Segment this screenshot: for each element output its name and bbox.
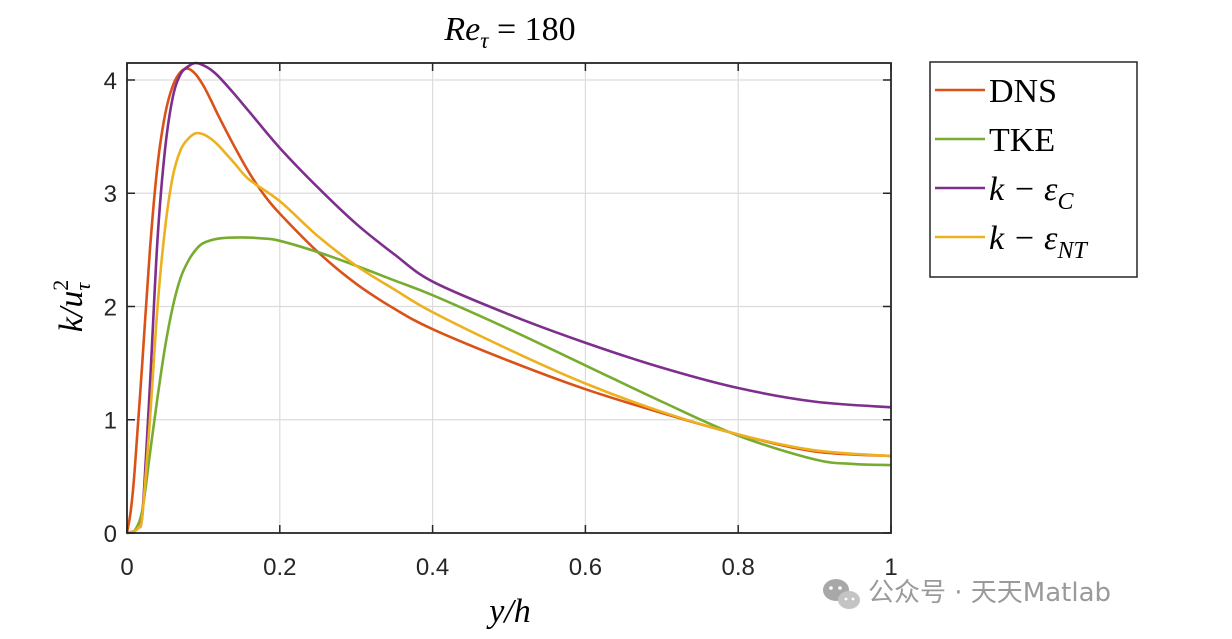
chart-title: Reτ = 180 [443, 11, 575, 53]
x-tick-label: 0.4 [416, 554, 449, 581]
legend-label: TKE [989, 122, 1055, 159]
y-axis-label: k/uτ2 [48, 280, 95, 332]
series-line-2 [126, 236, 892, 535]
legend-label-main: TKE [989, 122, 1055, 159]
x-tick-label: 0.8 [722, 554, 755, 581]
chart-title-main: Re [443, 11, 480, 48]
chart-title-rest: = 180 [488, 11, 575, 48]
x-tick-label: 0.6 [569, 554, 602, 581]
x-tick-label: 0 [120, 554, 133, 581]
legend-label-main: DNS [989, 73, 1057, 110]
legend-label: DNS [989, 73, 1057, 110]
legend-label: k − εC [989, 171, 1074, 215]
wechat-icon [823, 579, 860, 609]
chart-title-sub: τ [480, 28, 489, 53]
series-line-1 [125, 67, 892, 534]
y-tick-label: 4 [104, 68, 117, 95]
watermark-text: 公众号 · 天天Matlab [868, 578, 1111, 608]
axes-frame [126, 62, 892, 534]
legend-box [929, 61, 1138, 278]
y-tick-label: 1 [104, 408, 117, 435]
x-tick-label: 0.2 [263, 554, 296, 581]
y-axis-label-sup: 2 [48, 280, 73, 291]
plot-area [127, 63, 891, 533]
y-axis-label-sub: τ [70, 282, 95, 291]
legend-label-sub: NT [1056, 238, 1088, 264]
series-layer [125, 61, 892, 535]
y-tick-label: 2 [104, 294, 117, 321]
x-axis-label: y/h [486, 593, 531, 630]
ticks: 0 0.2 0.4 0.6 0.8 1 0 1 2 3 4 [104, 63, 898, 581]
y-tick-label: 0 [104, 521, 117, 548]
legend-label-sub: C [1057, 189, 1074, 215]
series-line-3 [126, 61, 892, 535]
legend-label: k − εNT [989, 220, 1088, 264]
grid [127, 63, 891, 533]
y-axis-label-main: k/u [53, 291, 90, 333]
legend-label-main: k − ε [989, 220, 1058, 257]
x-tick-label: 1 [884, 554, 897, 581]
legend-label-main: k − ε [989, 171, 1058, 208]
series-line-4 [126, 131, 892, 535]
watermark: 公众号 · 天天Matlab [823, 578, 1111, 609]
y-tick-label: 3 [104, 181, 117, 208]
